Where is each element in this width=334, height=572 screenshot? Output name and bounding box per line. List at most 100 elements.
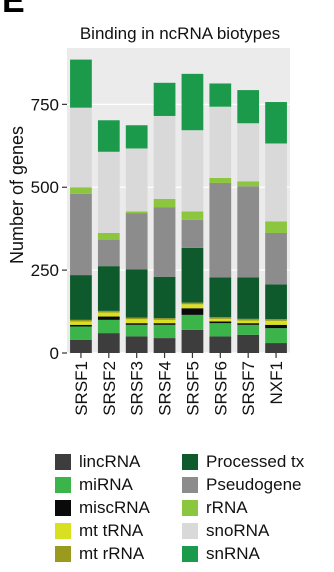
bar-segment-snorna	[265, 143, 287, 222]
bar-segment-mirna	[97, 319, 120, 334]
bar-segment-mt-rrna	[70, 319, 92, 322]
bar-segment-rrna	[237, 181, 260, 187]
bar-segment-pseudogene	[97, 239, 120, 267]
chart-title: Binding in ncRNA biotypes	[80, 24, 280, 43]
bar-segment-snorna	[97, 151, 120, 233]
bar-segment-processed-tx	[97, 266, 120, 311]
bar-segment-processed-tx	[153, 276, 176, 319]
bar-segment-rrna	[97, 232, 120, 240]
legend-label: snoRNA	[206, 521, 270, 540]
x-tick-label: SRSF2	[100, 361, 119, 416]
legend-swatch	[182, 500, 198, 516]
legend-swatch	[55, 500, 71, 516]
bar-segment-mirna	[181, 314, 204, 330]
bar-segment-mt-rrna	[181, 302, 204, 305]
y-tick-label: 0	[50, 344, 59, 363]
bar-segment-processed-tx	[181, 247, 204, 303]
bar-segment-mt-rrna	[209, 317, 232, 319]
bar-segment-snorna	[125, 148, 148, 212]
bar-segment-snrna	[97, 120, 120, 152]
bar-segment-rrna	[181, 211, 204, 220]
bar-segment-snrna	[265, 102, 287, 144]
legend-item: snoRNA	[182, 520, 269, 542]
bar-segment-mirna	[237, 324, 260, 335]
bar-segment-pseudogene	[70, 193, 92, 276]
bar-segment-miscrna	[153, 323, 176, 325]
bar-segment-lincrna	[237, 334, 260, 353]
x-tick-label: NXF1	[267, 361, 286, 404]
bar-segment-snorna	[181, 130, 204, 212]
bar-segment-rrna	[125, 211, 148, 214]
bar-segment-pseudogene	[237, 186, 260, 278]
bar-segment-mt-trna	[125, 319, 148, 324]
bar-segment-snorna	[209, 106, 232, 178]
bar-segment-snrna	[181, 73, 204, 131]
legend-label: lincRNA	[79, 452, 141, 471]
legend-item: miRNA	[55, 474, 133, 496]
bar-segment-mt-rrna	[237, 318, 260, 321]
bar-segment-mt-trna	[237, 320, 260, 324]
legend-label: Processed tx	[206, 452, 305, 471]
bar-segment-pseudogene	[153, 207, 176, 277]
bar-segment-snorna	[70, 107, 92, 188]
bar-segment-snrna	[70, 59, 92, 108]
bar-segment-rrna	[265, 221, 287, 233]
bar-segment-rrna	[70, 187, 92, 194]
x-tick-label: SRSF5	[183, 361, 202, 416]
bar-segment-lincrna	[125, 336, 148, 353]
y-axis-label: Number of genes	[7, 126, 27, 264]
y-tick-label: 250	[31, 261, 59, 280]
legend-swatch	[55, 477, 71, 493]
bar-segment-mirna	[153, 324, 176, 339]
legend-label: miRNA	[79, 475, 133, 494]
bar-segment-mt-trna	[153, 319, 176, 324]
bar-segment-mt-rrna	[265, 319, 287, 321]
legend-swatch	[182, 477, 198, 493]
bar-segment-snrna	[237, 90, 260, 124]
bar-segment-lincrna	[153, 338, 176, 353]
bar-segment-lincrna	[97, 333, 120, 353]
legend-swatch	[55, 454, 71, 470]
bar-segment-mirna	[70, 326, 92, 340]
plot-area: SRSF1 SRSF2 SRSF3 SRSF4 SRSF5 SRSF6 SRSF7 NXF1 0…	[31, 48, 290, 416]
legend-label: mt rRNA	[79, 544, 145, 563]
bar-segment-pseudogene	[265, 232, 287, 285]
bar-segment-lincrna	[70, 339, 92, 353]
bar-segment-lincrna	[265, 343, 287, 353]
bar-segment-snrna	[209, 83, 232, 107]
bar-segment-processed-tx	[125, 269, 148, 318]
bar-segment-processed-tx	[209, 277, 232, 318]
x-tick-label: SRSF6	[211, 361, 230, 416]
bar-segment-mt-trna	[97, 312, 120, 317]
x-tick-label: SRSF7	[239, 361, 258, 416]
bar-segment-miscrna	[265, 324, 287, 329]
bar-segment-mirna	[265, 328, 287, 344]
legend-label: Pseudogene	[206, 475, 302, 494]
bar-segment-mt-trna	[70, 321, 92, 325]
bar-segment-lincrna	[209, 336, 232, 353]
legend-swatch	[182, 546, 198, 562]
legend-item: mt rRNA	[55, 543, 144, 565]
bar-segment-pseudogene	[181, 219, 204, 248]
bar-segment-snrna	[125, 125, 148, 149]
bar-segment-mt-rrna	[153, 318, 176, 320]
legend-item: Processed tx	[182, 451, 304, 473]
legend-item: miscRNA	[55, 497, 150, 519]
bar-segment-miscrna	[97, 316, 120, 320]
y-tick-label: 500	[31, 178, 59, 197]
bar-segment-mirna	[209, 323, 232, 337]
stacked-bar-chart: E Binding in ncRNA biotypes Number of ge…	[2, 0, 290, 416]
legend-item: rRNA	[182, 497, 248, 519]
legend-swatch	[55, 546, 71, 562]
legend-label: rRNA	[206, 498, 248, 517]
legend-label: mt tRNA	[79, 521, 144, 540]
x-tick-label: SRSF4	[156, 361, 175, 416]
bar-segment-rrna	[209, 177, 232, 183]
bar-segment-processed-tx	[265, 284, 287, 320]
panel-letter: E	[2, 0, 25, 20]
x-tick-label: SRSF3	[128, 361, 147, 416]
bar-segment-miscrna	[237, 323, 260, 325]
legend-item: lincRNA	[55, 451, 140, 473]
legend-swatch	[182, 454, 198, 470]
y-tick-label: 750	[31, 95, 59, 114]
